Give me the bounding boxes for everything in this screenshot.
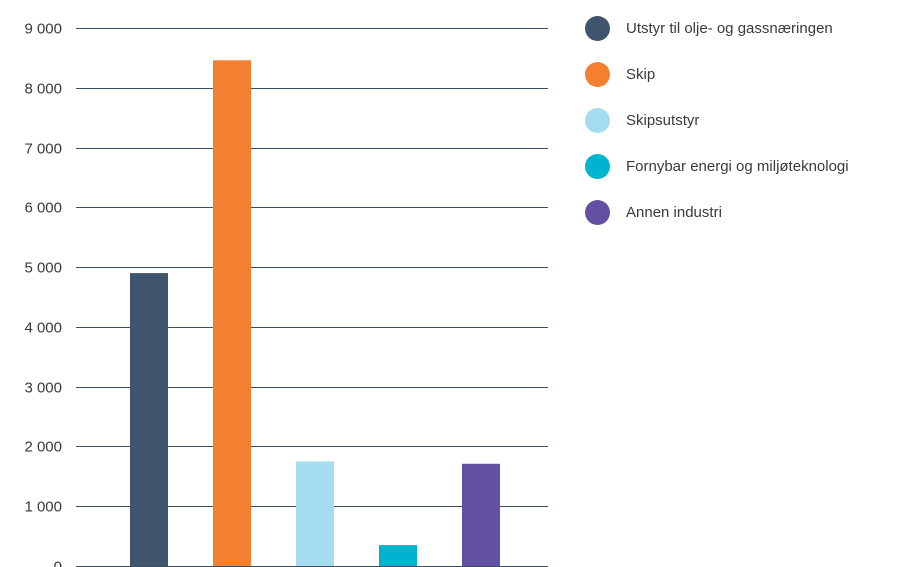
- legend-swatch: [585, 15, 610, 41]
- legend-swatch: [585, 61, 610, 87]
- y-axis-tick-labels: 0 1 000 2 000 3 000 4 000 5 000 6 000 7 000 8 00…: [24, 21, 62, 567]
- bar: [130, 273, 168, 566]
- y-tick-label: 2 000: [24, 439, 62, 456]
- legend-label: Utstyr til olje- og gassnæringen: [626, 19, 833, 37]
- y-tick-label: 1 000: [24, 499, 62, 516]
- bar: [213, 60, 251, 566]
- legend-label: Skip: [626, 65, 656, 83]
- legend-label: Fornybar energi og miljøteknologi: [626, 157, 849, 175]
- legend-label: Skipsutstyr: [626, 111, 700, 129]
- bars: [130, 60, 500, 566]
- legend-item: Utstyr til olje- og gassnæringen: [585, 13, 901, 43]
- legend-item: Skip: [585, 59, 901, 89]
- y-tick-label: 0: [54, 559, 62, 567]
- bar: [296, 461, 334, 566]
- legend-item: Skipsutstyr: [585, 105, 901, 135]
- legend: Utstyr til olje- og gassnæringen Skip Skip…: [585, 13, 901, 243]
- y-tick-label: 5 000: [24, 260, 62, 277]
- y-tick-label: 7 000: [24, 141, 62, 158]
- y-tick-label: 4 000: [24, 320, 62, 337]
- y-tick-label: 6 000: [24, 200, 62, 217]
- bar: [379, 545, 417, 566]
- y-tick-label: 3 000: [24, 380, 62, 397]
- legend-item: Fornybar energi og miljøteknologi: [585, 151, 901, 181]
- bar: [462, 463, 500, 566]
- legend-swatch: [585, 199, 610, 225]
- y-tick-label: 9 000: [24, 21, 62, 38]
- legend-item: Annen industri: [585, 197, 901, 227]
- legend-swatch: [585, 107, 610, 133]
- y-tick-label: 8 000: [24, 81, 62, 98]
- legend-swatch: [585, 153, 610, 179]
- legend-label: Annen industri: [626, 203, 722, 221]
